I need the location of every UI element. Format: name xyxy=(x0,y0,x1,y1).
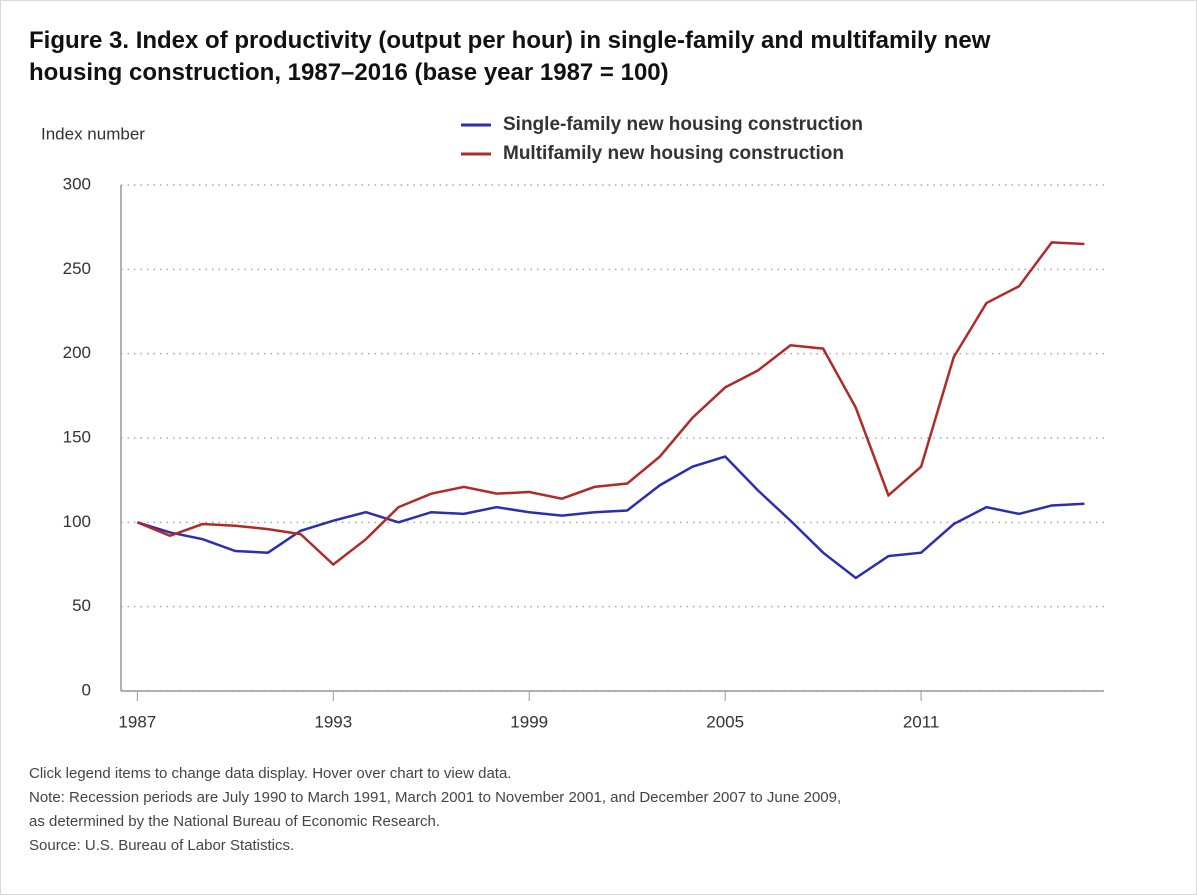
legend-item[interactable]: Multifamily new housing construction xyxy=(461,143,844,164)
legend-item[interactable]: Single-family new housing construction xyxy=(461,114,863,135)
legend-label: Single-family new housing construction xyxy=(503,114,863,135)
x-tick-label: 1999 xyxy=(510,712,548,731)
x-tick-label: 2005 xyxy=(706,712,744,731)
note: Source: U.S. Bureau of Labor Statistics. xyxy=(29,837,294,854)
chart-title: Figure 3. Index of productivity (output … xyxy=(29,27,991,86)
x-tick-label: 1987 xyxy=(118,712,156,731)
series-line xyxy=(136,455,1085,580)
y-axis-label: Index number xyxy=(41,124,145,143)
note: as determined by the National Bureau of … xyxy=(29,813,440,830)
note: Note: Recession periods are July 1990 to… xyxy=(29,789,841,806)
y-tick-label: 100 xyxy=(63,512,91,531)
y-tick-label: 50 xyxy=(72,596,91,615)
series-line xyxy=(136,241,1085,567)
x-tick-label: 2011 xyxy=(903,712,940,731)
y-tick-label: 150 xyxy=(63,427,91,446)
y-tick-label: 0 xyxy=(82,680,91,699)
note: Click legend items to change data displa… xyxy=(29,765,511,782)
x-tick-label: 1993 xyxy=(314,712,352,731)
y-tick-label: 300 xyxy=(63,174,91,193)
y-tick-label: 250 xyxy=(63,259,91,278)
y-tick-label: 200 xyxy=(63,343,91,362)
legend-label: Multifamily new housing construction xyxy=(503,143,844,164)
